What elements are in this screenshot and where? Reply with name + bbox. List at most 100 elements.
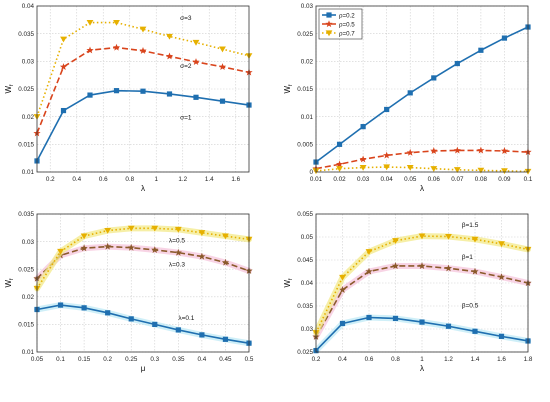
x-axis-label: λ <box>420 364 424 373</box>
y-axis-label: Wf <box>283 278 294 288</box>
y-tick-label: 0.045 <box>297 257 313 264</box>
x-tick-label: 1.8 <box>524 356 533 363</box>
legend-label: ρ=0.5 <box>339 21 355 28</box>
x-tick-label: 0.2 <box>312 356 321 363</box>
y-tick-label: 0.03 <box>301 3 314 10</box>
data-point <box>193 94 199 100</box>
data-point <box>419 319 425 325</box>
y-tick-label: 0.035 <box>297 303 313 310</box>
y-tick-label: 0.015 <box>18 142 34 149</box>
y-tick-label: 0.015 <box>297 86 313 93</box>
data-point <box>112 43 121 51</box>
data-point <box>338 286 347 293</box>
data-point <box>477 167 485 174</box>
x-tick-label: 0.05 <box>404 176 417 183</box>
data-point <box>418 233 426 240</box>
data-point <box>430 147 438 155</box>
y-axis-label-main: W <box>283 280 292 288</box>
data-point <box>151 225 159 232</box>
data-point <box>127 225 135 232</box>
y-tick-label: 0.025 <box>297 349 313 356</box>
data-point <box>336 166 343 172</box>
data-point <box>152 321 158 327</box>
x-tick-label: 0.04 <box>381 176 394 183</box>
y-tick-label: 0.025 <box>18 86 34 93</box>
legend-marker <box>325 20 333 28</box>
data-point <box>477 146 485 154</box>
series-line <box>36 304 250 344</box>
data-point <box>453 146 461 154</box>
series-annotation: σ=1 <box>180 114 192 121</box>
data-point <box>104 227 112 234</box>
data-point <box>113 88 120 94</box>
x-tick-label: 0.01 <box>310 176 323 183</box>
x-tick-label: 0.02 <box>333 176 346 183</box>
data-point <box>174 248 182 256</box>
y-tick-label: 0.025 <box>18 266 34 273</box>
x-tick-label: 1 <box>420 356 424 363</box>
legend-marker <box>326 12 332 18</box>
data-point <box>86 46 94 54</box>
data-point <box>335 160 344 168</box>
data-point <box>80 244 88 252</box>
y-tick-label: 0.035 <box>18 211 34 218</box>
y-axis-label-main: W <box>4 86 13 94</box>
data-point <box>218 63 227 70</box>
data-point <box>113 20 120 26</box>
series-annotation: β=0.5 <box>462 302 479 309</box>
x-tick-label: 0.1 <box>56 356 65 363</box>
data-point <box>104 242 112 250</box>
data-point <box>392 238 399 244</box>
data-point <box>139 47 147 54</box>
data-point <box>165 52 174 60</box>
plot-frame <box>36 5 250 173</box>
y-tick-label: 0.01 <box>22 349 35 356</box>
x-tick-label: 0.2 <box>46 176 55 183</box>
data-point <box>453 167 461 173</box>
x-tick-label: 0.5 <box>245 356 254 363</box>
x-tick-label: 0.09 <box>498 176 511 183</box>
x-tick-label: 0.3 <box>150 356 159 363</box>
series-glow <box>34 225 252 292</box>
data-point <box>391 262 400 270</box>
x-tick-label: 0.6 <box>99 176 108 183</box>
series-annotation: λ=0.3 <box>169 261 185 268</box>
legend-label: ρ=0.7 <box>339 30 355 37</box>
chart-panel-1: 0.2 0.4 0.6 0.8 1 1.2 1.4 1.6 0.01 0.015 0.02 0.025… <box>4 3 253 193</box>
y-tick-label: 0.01 <box>301 114 314 121</box>
data-point <box>198 230 206 236</box>
x-tick-label: 0.4 <box>72 176 81 183</box>
series-3 <box>33 20 253 120</box>
data-point <box>406 164 414 171</box>
y-tick-label: 0.02 <box>301 59 314 66</box>
y-axis-label-subscript: f <box>9 278 15 280</box>
data-point <box>219 98 226 104</box>
x-tick-label: 0.2 <box>103 356 112 363</box>
y-axis-label: Wf <box>4 278 15 288</box>
y-tick-label: 0.02 <box>22 294 35 301</box>
data-point <box>339 274 346 281</box>
data-point <box>418 262 426 270</box>
data-point <box>406 148 414 156</box>
series-annotation: β=1 <box>462 254 474 261</box>
data-point <box>57 302 64 308</box>
y-tick-label: 0.025 <box>297 31 313 38</box>
data-point <box>445 233 452 240</box>
y-tick-label: 0.055 <box>297 211 313 218</box>
x-tick-label: 0.8 <box>391 356 400 363</box>
data-point <box>60 36 67 43</box>
y-tick-label: 0.035 <box>18 31 34 38</box>
x-tick-label: 1.2 <box>444 356 453 363</box>
series-annotation: σ=2 <box>180 63 192 70</box>
data-point <box>365 249 373 255</box>
series-2 <box>312 262 532 340</box>
series-line <box>315 149 529 170</box>
y-axis-label-subscript: f <box>288 84 294 86</box>
plot-frame <box>315 5 529 173</box>
data-point <box>472 328 478 334</box>
x-tick-label: 0.6 <box>365 356 374 363</box>
data-point <box>445 323 452 329</box>
x-tick-label: 0.8 <box>125 176 134 183</box>
x-tick-label: 0.08 <box>475 176 488 183</box>
